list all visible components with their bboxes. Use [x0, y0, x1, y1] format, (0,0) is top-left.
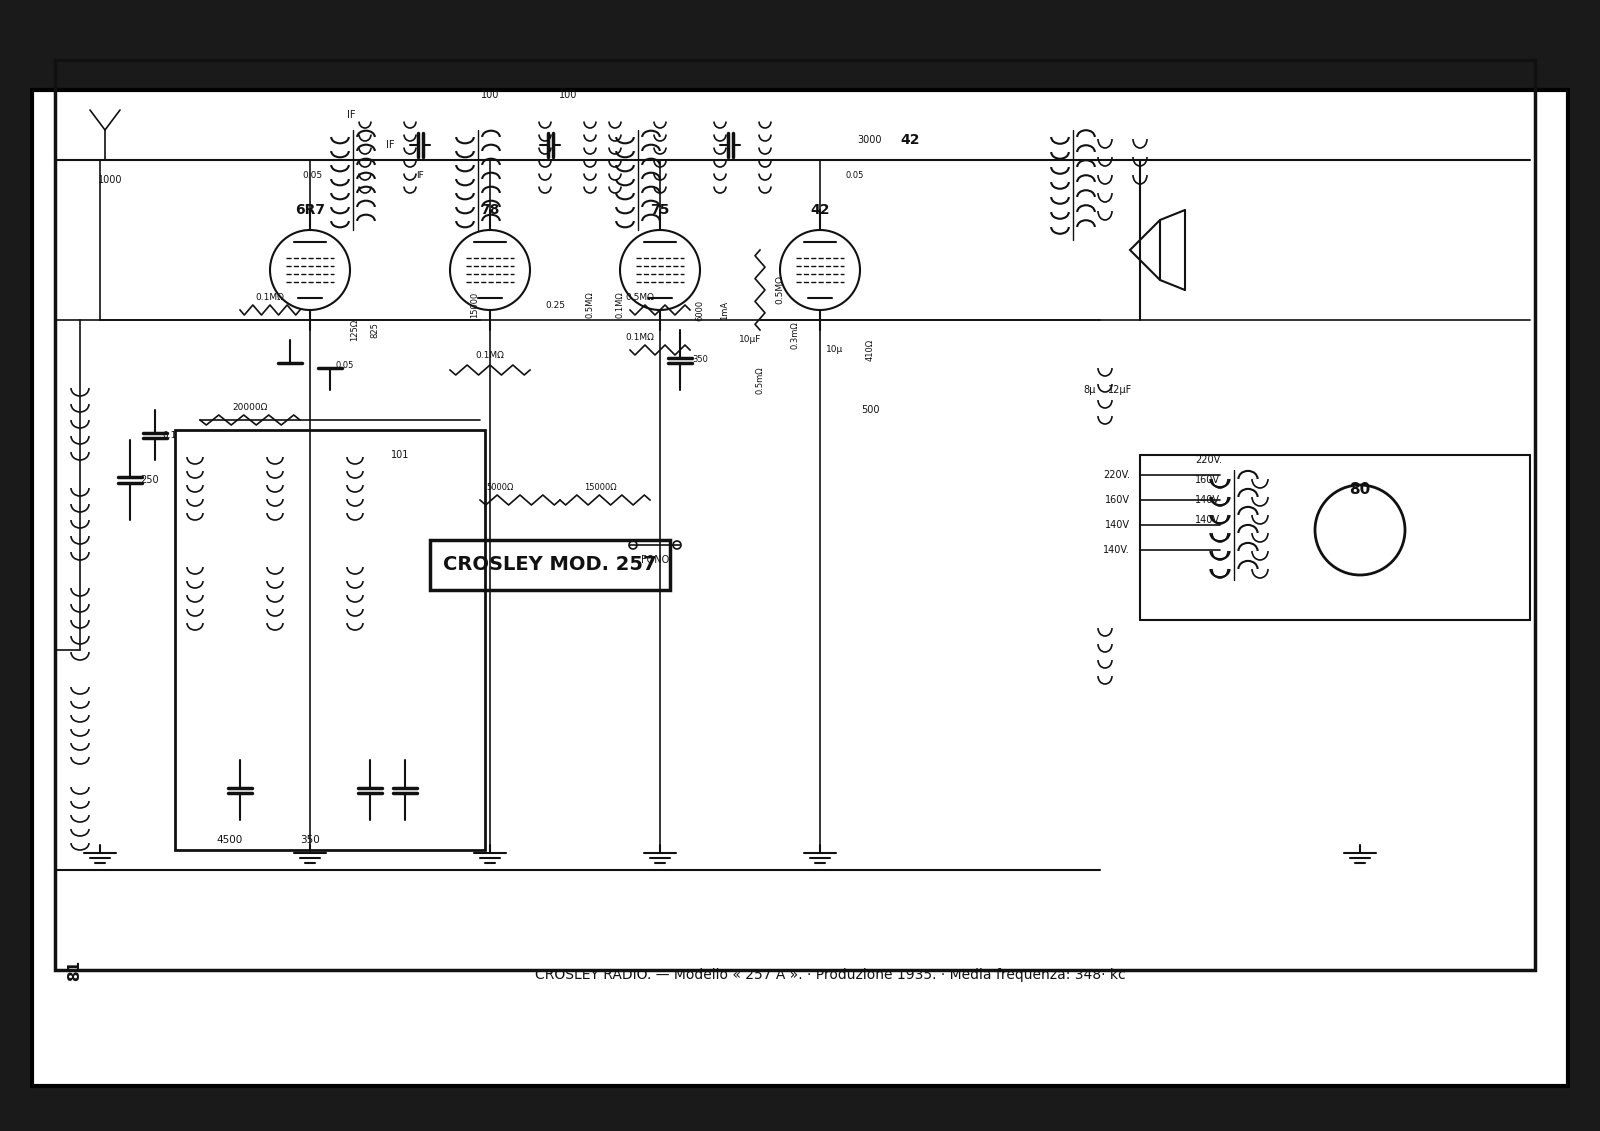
Text: 6000: 6000 — [696, 300, 704, 320]
Text: 15000: 15000 — [470, 292, 480, 318]
Text: CROSLEY RADIO. — Modello « 257 A ». · Produzione 1935. · Media frequenza: 348· k: CROSLEY RADIO. — Modello « 257 A ». · Pr… — [534, 968, 1125, 982]
Text: 0.5MΩ: 0.5MΩ — [586, 292, 595, 318]
Text: 0.05: 0.05 — [302, 171, 322, 180]
Text: IF: IF — [386, 140, 394, 150]
Text: 140V: 140V — [1106, 520, 1130, 530]
Text: 0.05: 0.05 — [846, 171, 864, 180]
Text: 100: 100 — [558, 90, 578, 100]
Text: 5000Ω: 5000Ω — [486, 483, 514, 492]
Text: 101: 101 — [390, 450, 410, 460]
Text: 12μF: 12μF — [1107, 385, 1133, 395]
Bar — [54, 60, 1534, 970]
Text: 160V: 160V — [1106, 495, 1130, 506]
Text: 75: 75 — [650, 202, 670, 217]
Text: 0.1MΩ: 0.1MΩ — [626, 333, 654, 342]
Text: 20000Ω: 20000Ω — [232, 403, 267, 412]
Text: 42: 42 — [810, 202, 830, 217]
Text: 0.5MΩ: 0.5MΩ — [626, 293, 654, 302]
Text: 825: 825 — [371, 322, 379, 338]
Bar — [430, 539, 670, 590]
Text: 100: 100 — [482, 90, 499, 100]
Text: 0.1: 0.1 — [163, 431, 178, 440]
Text: 0.05: 0.05 — [336, 361, 354, 370]
Text: 15000Ω: 15000Ω — [584, 483, 616, 492]
Text: 0.25: 0.25 — [546, 301, 565, 310]
Text: 500: 500 — [861, 405, 880, 415]
Text: 6R7: 6R7 — [294, 202, 325, 217]
Text: 0.3mΩ: 0.3mΩ — [790, 321, 800, 348]
Text: 250: 250 — [141, 475, 160, 485]
Text: IF: IF — [347, 110, 355, 120]
Text: 4500: 4500 — [218, 835, 243, 845]
Text: 0.5mΩ: 0.5mΩ — [755, 366, 765, 394]
Text: 3000: 3000 — [858, 135, 882, 145]
Text: CROSLEY MOD. 257: CROSLEY MOD. 257 — [443, 555, 656, 575]
Text: 10μ: 10μ — [826, 345, 843, 354]
Text: 140V.: 140V. — [1195, 515, 1222, 525]
Text: 0.1MΩ: 0.1MΩ — [256, 293, 285, 302]
Text: 10μF: 10μF — [739, 336, 762, 345]
Text: 42: 42 — [901, 133, 920, 147]
Bar — [174, 430, 485, 851]
Text: 140V.: 140V. — [1104, 545, 1130, 555]
Text: 220V.: 220V. — [1102, 470, 1130, 480]
Text: IF: IF — [416, 171, 424, 180]
Text: 81: 81 — [67, 959, 83, 981]
Text: 78: 78 — [480, 202, 499, 217]
Text: 350: 350 — [301, 835, 320, 845]
Text: FONO: FONO — [642, 555, 669, 566]
Text: 0.1MΩ: 0.1MΩ — [616, 292, 624, 318]
Text: 1mA: 1mA — [720, 301, 730, 320]
Text: 0.1MΩ: 0.1MΩ — [475, 352, 504, 361]
Text: 350: 350 — [693, 355, 707, 364]
Text: 80: 80 — [1349, 483, 1371, 498]
Text: 125Ω: 125Ω — [350, 319, 360, 342]
Text: 160V: 160V — [1195, 475, 1221, 485]
Text: 220V.: 220V. — [1195, 455, 1222, 465]
Text: 8μ: 8μ — [1083, 385, 1096, 395]
Text: 410Ω: 410Ω — [866, 339, 875, 361]
Text: 1000: 1000 — [98, 175, 122, 185]
Text: 140V: 140V — [1195, 495, 1221, 506]
Text: 0.5MΩ: 0.5MΩ — [776, 276, 784, 304]
